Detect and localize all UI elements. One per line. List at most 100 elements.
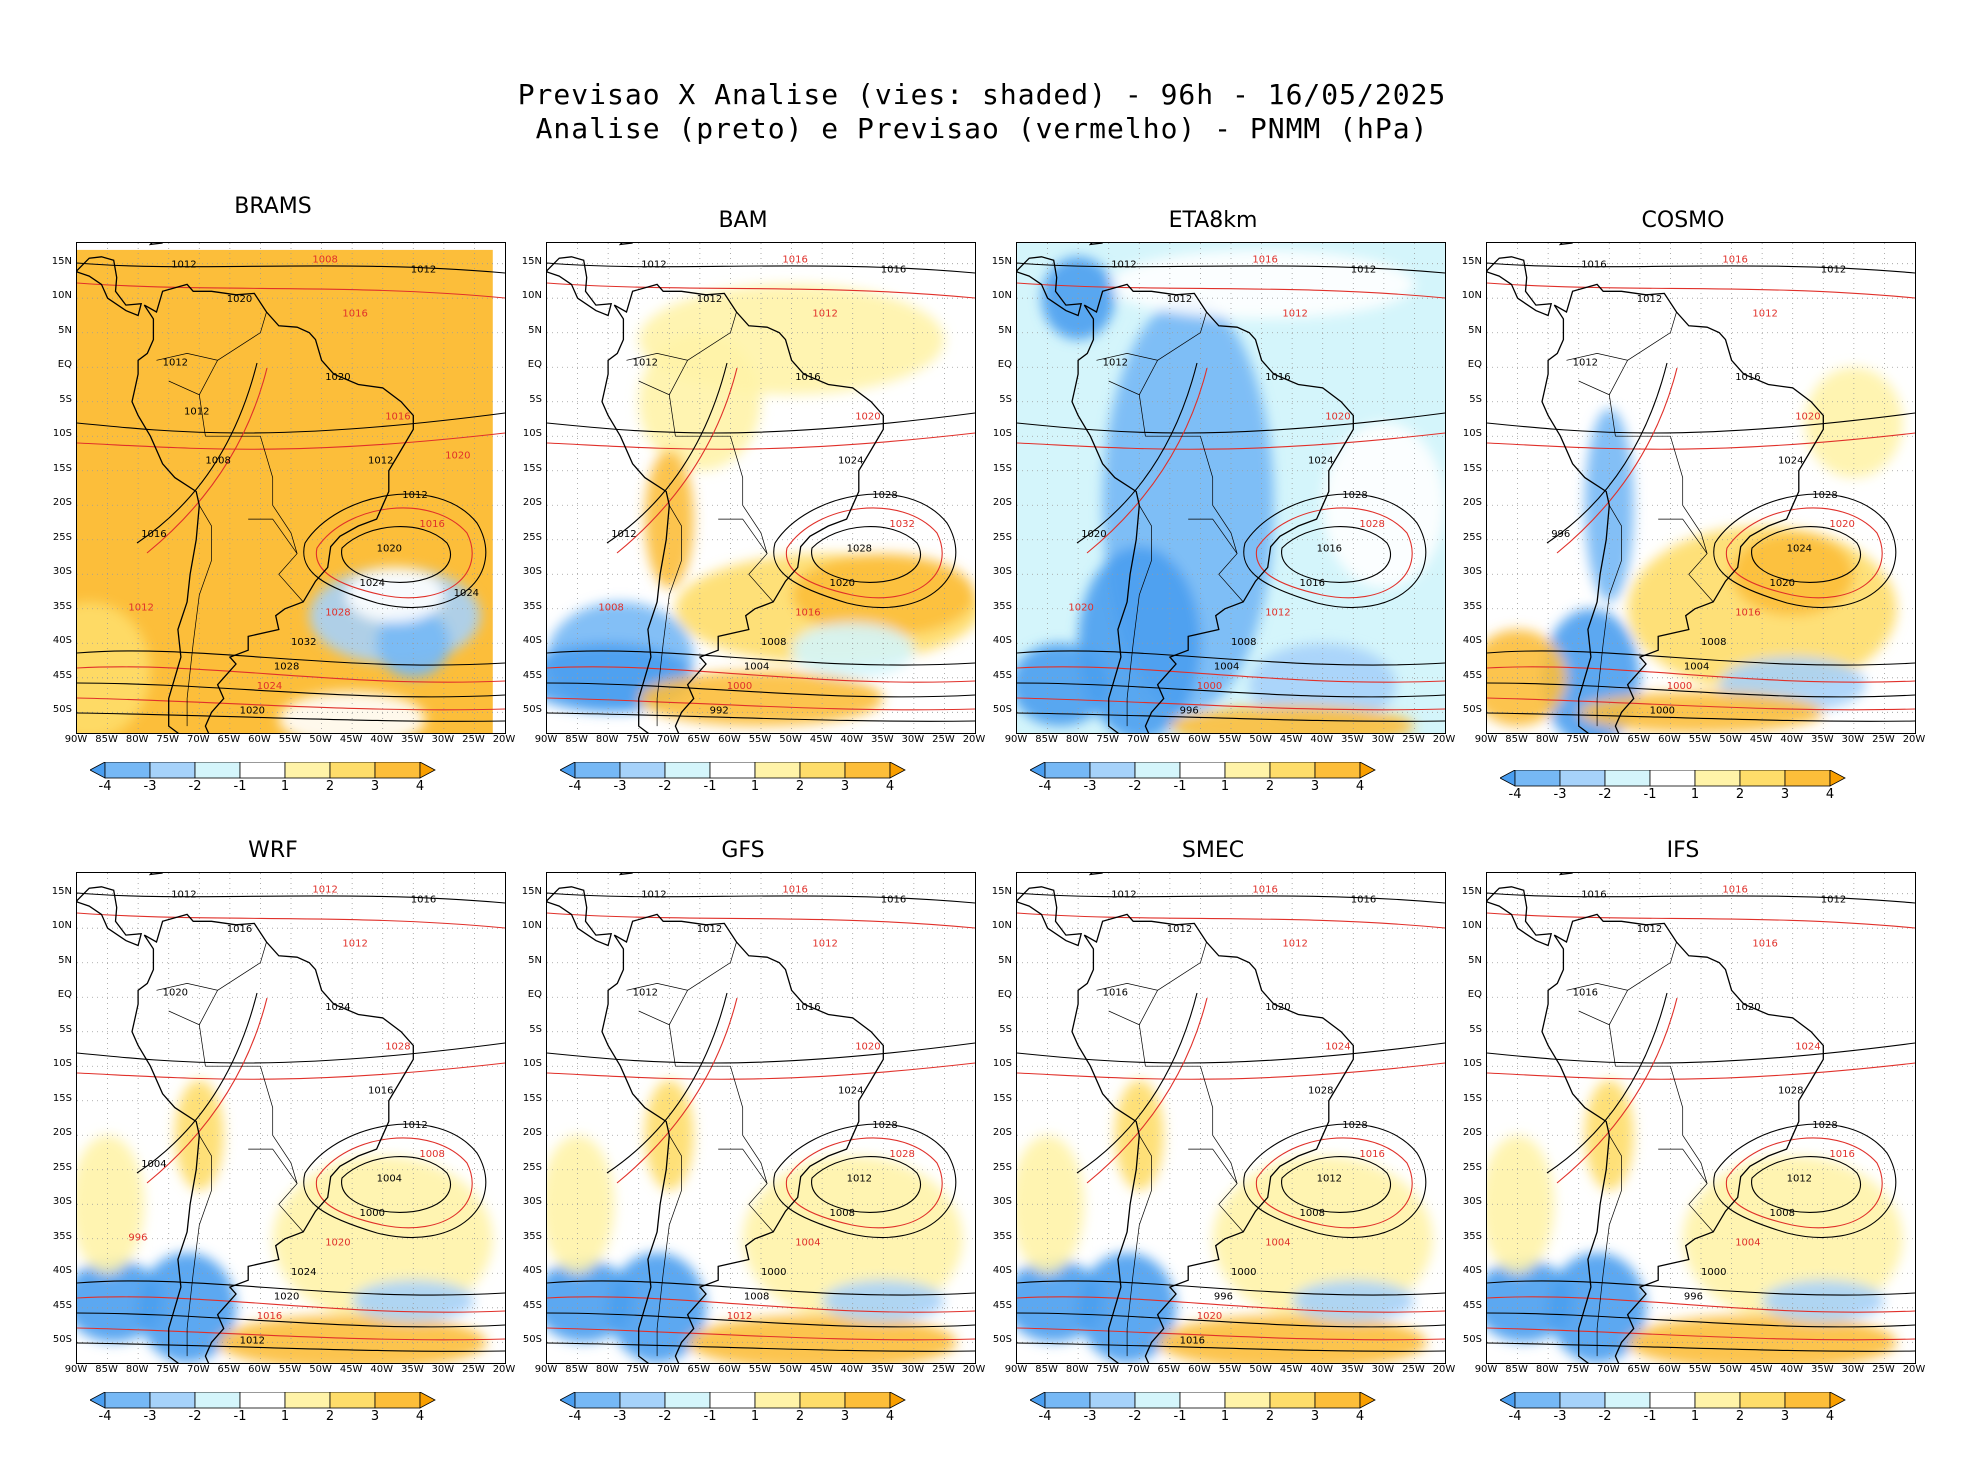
colorbar-segment (754, 1392, 801, 1409)
colorbar-tick-label: -4 (1508, 787, 1522, 802)
lat-tick-label: 35S (52, 1230, 72, 1242)
isobar-label: 1016 (795, 1002, 820, 1013)
forecast-isobar (1086, 997, 1208, 1184)
isobar-label: 1024 (838, 1086, 863, 1097)
lon-tick-label: 55W (1218, 1364, 1242, 1375)
country-border (656, 1135, 682, 1357)
isobar-label: 1020 (1068, 603, 1093, 614)
colorbar-tick-label: 2 (795, 1409, 805, 1424)
lon-tick-label: 60W (1658, 734, 1681, 745)
colorbar-tick-label: 1 (750, 779, 760, 794)
isobar-label: 1020 (377, 544, 402, 555)
colorbar-tick-label: 1 (750, 1409, 760, 1424)
country-borders (1096, 941, 1244, 1357)
isobar-label: 992 (710, 705, 729, 716)
map-plot-area: 1012 1016 1016 1012 1012 1016 1020 1024 1028 1028… (1016, 872, 1446, 1364)
lon-tick-label: 90W (1474, 1364, 1498, 1375)
lat-tick-label: 15N (991, 885, 1012, 897)
country-border (1596, 1135, 1622, 1357)
lat-tick-label: 15S (1462, 1092, 1482, 1104)
lat-tick-label: 25S (52, 1161, 72, 1173)
colorbar-segment (799, 762, 846, 779)
analysis-isobar (1487, 650, 1915, 666)
lon-tick-label: 30W (431, 734, 455, 745)
lat-tick-label: 30S (52, 566, 72, 578)
lat-tick-label: EQ (57, 989, 72, 1001)
isobar-label: 1012 (1167, 924, 1192, 935)
lat-tick-label: 50S (522, 1334, 542, 1346)
isobar-label: 1012 (641, 890, 666, 901)
analysis-isobar (1017, 1342, 1445, 1352)
forecast-isobar (1017, 1327, 1445, 1341)
isobar-label: 1016 (1581, 890, 1606, 901)
lon-tick-label: 65W (217, 734, 241, 745)
isobar-label: 1012 (641, 260, 666, 271)
isobar-label: 1004 (377, 1174, 402, 1185)
isobar-label: 1012 (697, 924, 722, 935)
forecast-isobar (547, 432, 975, 450)
colorbar-segment (619, 762, 666, 779)
isobar-label: 1000 (1231, 1267, 1256, 1278)
analysis-isobar (547, 1280, 975, 1296)
lat-tick-label: 20S (1462, 497, 1482, 509)
country-border (1145, 1065, 1244, 1233)
colorbar-tick-label: -2 (658, 779, 672, 794)
isobar-label: 1020 (227, 294, 252, 305)
isobar-label: 1000 (1197, 681, 1222, 692)
lon-tick-label: 90W (1004, 734, 1028, 745)
lon-tick-label: 20W (1902, 734, 1926, 745)
lat-tick-label: 45S (1462, 1299, 1482, 1311)
central-america-coastline (1487, 256, 1553, 317)
colorbar-segment (1224, 1392, 1271, 1409)
lat-tick-label: 15N (51, 255, 72, 267)
south-america-coastline (131, 283, 414, 733)
lon-tick-label: 90W (64, 1364, 88, 1375)
lat-tick-label: 5S (999, 1023, 1012, 1035)
analysis-isobar (1017, 682, 1445, 698)
country-border (687, 311, 737, 361)
colorbar-tick-label: -3 (1083, 1409, 1097, 1424)
isobar-label: 1000 (1701, 1267, 1726, 1278)
colorbar-tick-label: 4 (885, 1409, 895, 1424)
coastline (1487, 873, 1824, 1363)
isobar-label: 1016 (419, 519, 444, 530)
colorbar (90, 762, 436, 779)
lon-tick-label: 45W (339, 1364, 363, 1375)
lat-tick-label: 25S (522, 1161, 542, 1173)
lat-tick-label: 5N (1468, 954, 1482, 966)
lat-tick-label: 50S (992, 704, 1012, 716)
forecast-isobar (1086, 367, 1208, 554)
colorbar-tick-label: -2 (658, 1409, 672, 1424)
isobar-label: 1016 (1722, 885, 1747, 896)
isobar-label: 1020 (855, 411, 880, 422)
lat-tick-label: 30S (522, 566, 542, 578)
analysis-isobar (1017, 1312, 1445, 1328)
isobar-lines (77, 892, 505, 1352)
forecast-isobar (1487, 1296, 1915, 1313)
country-border (217, 311, 267, 361)
isobar-label: 1016 (1265, 372, 1290, 383)
panel-title: BAM (718, 208, 768, 233)
lon-tick-label: 35W (400, 734, 424, 745)
isobar-label: 1012 (163, 358, 188, 369)
bias-shade-region (1804, 367, 1903, 478)
lon-tick-label: 65W (1627, 734, 1651, 745)
lat-tick-label: 50S (522, 704, 542, 716)
caribbean-coastline (1558, 873, 1573, 876)
isobar-label: 1024 (1778, 456, 1803, 467)
country-border (1188, 518, 1238, 554)
lon-tick-label: 90W (1474, 734, 1498, 745)
lat-tick-label: 5N (58, 954, 72, 966)
analysis-isobar (1017, 1280, 1445, 1296)
colorbar-tick-label: -1 (233, 1409, 247, 1424)
country-border (1145, 435, 1244, 603)
colorbar-segment (709, 1392, 756, 1409)
map-svg: 1016 1016 1012 1012 1016 1016 1020 1024 1028 1028… (1487, 873, 1915, 1363)
isobar-labels: 1012 1016 1016 1012 1012 1016 1020 1024 1028 1028… (1103, 885, 1385, 1347)
lon-tick-label: 70W (656, 734, 680, 745)
analysis-isobar (77, 1280, 505, 1296)
isobar-label: 1012 (411, 264, 436, 275)
isobar-label: 1024 (454, 588, 479, 599)
colorbar-tick-label: -4 (1508, 1409, 1522, 1424)
colorbar-high-arrow (1829, 770, 1846, 787)
